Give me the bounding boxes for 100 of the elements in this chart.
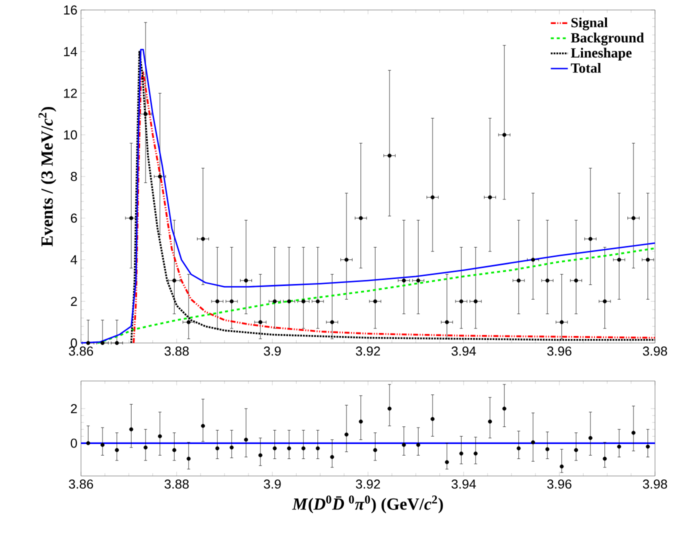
point: [502, 132, 506, 137]
x-tick-label: 3.9: [264, 346, 281, 356]
x-tick-label: 3.94: [452, 346, 476, 356]
point: [186, 456, 191, 461]
point: [287, 446, 292, 450]
point: [144, 112, 148, 116]
point: [316, 299, 320, 304]
point: [301, 446, 306, 450]
point: [516, 278, 521, 283]
y-axis-title: Events / (3 MeV/c$^{2}$): [38, 107, 56, 246]
point: [344, 432, 348, 437]
x-tick-label: 3.86: [68, 346, 94, 356]
y-tick-label: 6: [70, 214, 77, 223]
x-tick-label: 3.88: [164, 480, 189, 489]
x-tick-label: 3.96: [547, 346, 572, 356]
point: [344, 258, 348, 262]
point: [373, 299, 378, 304]
y-tick-label: 2: [70, 404, 77, 414]
point: [244, 438, 248, 442]
point: [215, 446, 220, 450]
point: [258, 320, 262, 324]
y-tick-label: 2: [70, 296, 77, 306]
point: [516, 446, 521, 450]
point: [474, 299, 478, 304]
legend-label: Background: [570, 32, 644, 46]
x-tick-label: 3.96: [547, 480, 572, 489]
line-series: [96, 247, 656, 344]
point: [416, 278, 420, 283]
point: [459, 299, 464, 304]
point: [272, 299, 277, 304]
legend-label: Total: [570, 62, 601, 73]
point: [488, 420, 492, 424]
x-tick-label: 3.86: [68, 480, 94, 489]
point: [631, 216, 636, 220]
x-tick-label: 3.88: [164, 346, 189, 356]
point: [158, 434, 162, 438]
point: [172, 278, 176, 283]
point: [488, 195, 492, 200]
point: [531, 258, 536, 262]
point: [330, 454, 334, 459]
x-tick-label: 3.98: [642, 480, 668, 489]
point: [114, 448, 119, 452]
point: [301, 299, 306, 304]
y-tick-label: 4: [70, 255, 78, 264]
point: [402, 442, 406, 447]
point: [129, 216, 134, 220]
point: [574, 278, 578, 283]
x-tick-label: 3.9: [264, 480, 281, 489]
point: [574, 448, 578, 452]
y-tick-label: 16: [64, 5, 77, 15]
x-tick-label: 3.94: [452, 480, 476, 489]
point: [215, 299, 220, 304]
point: [402, 278, 406, 283]
point: [272, 446, 277, 450]
y-tick-label: 8: [70, 172, 77, 182]
point: [244, 278, 248, 283]
point: [444, 320, 449, 324]
point: [158, 174, 162, 178]
point: [631, 430, 636, 435]
x-tick-label: 3.92: [356, 346, 380, 356]
point: [144, 445, 148, 450]
point: [560, 464, 564, 468]
y-tick-label: 0: [70, 338, 77, 348]
point: [617, 258, 622, 262]
point: [230, 445, 234, 450]
point: [602, 299, 607, 304]
point: [358, 420, 363, 424]
point: [316, 446, 320, 450]
point: [200, 236, 205, 241]
point: [330, 320, 334, 324]
point: [373, 448, 378, 452]
point: [230, 299, 234, 304]
point: [560, 320, 564, 324]
point: [646, 444, 650, 449]
point: [444, 460, 449, 464]
point: [646, 258, 650, 262]
point: [430, 195, 435, 200]
point: [588, 436, 592, 440]
point: [186, 320, 191, 324]
point: [531, 440, 536, 444]
point: [502, 406, 506, 411]
point: [388, 154, 392, 158]
point: [545, 447, 550, 452]
point: [172, 448, 176, 452]
point: [388, 406, 392, 411]
point: [430, 416, 435, 421]
point: [258, 453, 262, 458]
point: [617, 444, 622, 449]
point: [602, 456, 607, 461]
y-tick-label: 12: [64, 88, 77, 98]
legend-label: Lineshape: [570, 48, 632, 60]
point: [358, 216, 363, 220]
point: [459, 452, 464, 456]
y-tick-label: 0: [70, 438, 77, 448]
point: [545, 278, 550, 283]
point: [588, 236, 592, 241]
legend-label: Signal: [571, 17, 608, 30]
text: M(D$^{0}$D̄$^{0}$π$^{0}$) (GeV/c$^{2}$): [292, 496, 443, 514]
point: [100, 442, 105, 447]
x-tick-label: 3.98: [642, 346, 668, 356]
